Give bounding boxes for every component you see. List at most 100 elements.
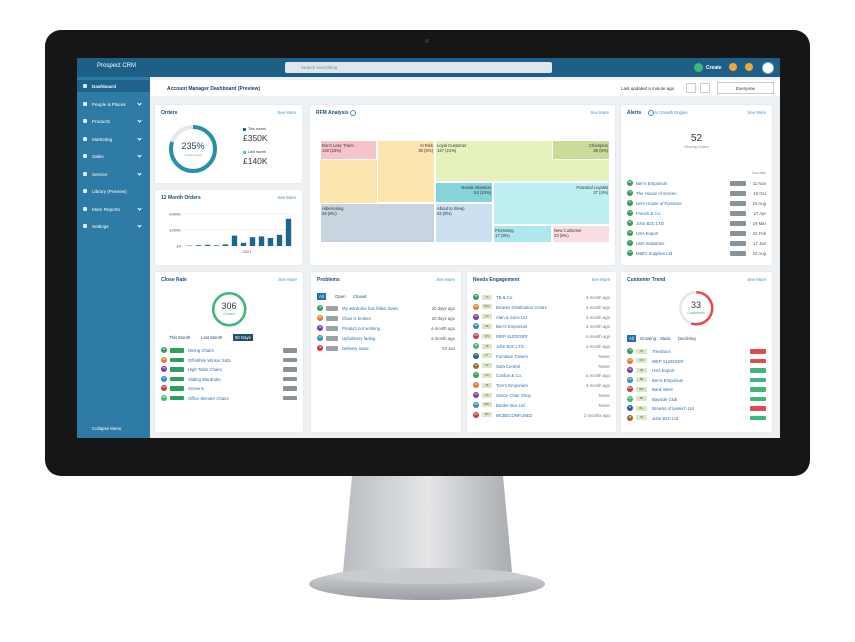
customer-name[interactable]: Bayside Club [652, 396, 678, 402]
customer-name[interactable]: TreeDocs [652, 349, 671, 354]
avatar: BB [473, 401, 479, 408]
user-avatar[interactable] [762, 62, 774, 74]
customer-name[interactable]: Browns of Ipswich Ltd [652, 406, 694, 411]
alert-name[interactable]: John B2C LTD [636, 221, 664, 226]
customer-name[interactable]: Bank West [652, 387, 673, 392]
problem-text[interactable]: Upholstery fading [342, 336, 376, 341]
avatar: TB [317, 305, 323, 311]
see-more[interactable]: See More [590, 110, 609, 115]
last-updated: Last updated a minute ago [621, 86, 675, 91]
card-title: Needs Engagement [473, 277, 520, 283]
problem-text[interactable]: Product not working [342, 326, 380, 331]
legend-swatch [243, 128, 246, 131]
segment-name: Potential Loyalist [576, 185, 608, 190]
notification-icon[interactable] [729, 63, 737, 71]
customer-name[interactable]: Simon Chair Shop [496, 393, 531, 398]
create-button[interactable]: Create [706, 65, 722, 71]
alert-name[interactable]: Franck & Co. [636, 211, 662, 216]
avatar: BC [627, 395, 633, 402]
alert-name[interactable]: Ben's Emporium [636, 181, 668, 186]
problem-when: 20 days ago [431, 306, 455, 311]
customer-name[interactable]: Ben's Emporium [496, 324, 528, 330]
see-more[interactable]: See More [436, 277, 455, 282]
sidebar-item[interactable]: Products [92, 119, 111, 124]
deal-name[interactable]: High Table Chairs [188, 367, 222, 372]
camera [425, 39, 429, 43]
see-more[interactable]: See More [278, 277, 297, 282]
deal-name[interactable]: Dining Chairs [188, 348, 214, 353]
see-more[interactable]: See More [747, 110, 766, 115]
trend-tab[interactable]: All [627, 335, 636, 342]
problem-text[interactable]: Delivery issue [342, 346, 369, 351]
alert-name[interactable]: LMA Industries [636, 241, 665, 246]
tag: BC [636, 396, 647, 401]
customer-name[interactable]: John B2C Ltd [652, 415, 679, 421]
deal-name[interactable]: Sliding Wardrobe [188, 376, 221, 382]
sidebar-item[interactable]: Settings [92, 224, 109, 229]
avatar: LI [627, 240, 633, 246]
avatar: SC [317, 335, 323, 341]
deal-name[interactable]: Off-White Winsor Sofa [188, 357, 231, 363]
problem-tab[interactable]: Closed [353, 294, 367, 299]
amount-pill [283, 376, 297, 381]
customer-name[interactable]: WEP SLEDGER [652, 358, 684, 364]
alert-name[interactable]: The House of Screen [636, 191, 677, 196]
trend-tab[interactable]: Growing [640, 336, 657, 341]
customer-name[interactable]: Browns Distribution Centre [496, 304, 548, 310]
search-placeholder[interactable]: Search everything [301, 65, 338, 70]
see-more[interactable]: See More [277, 195, 296, 200]
search-box[interactable] [285, 62, 552, 73]
problem-text[interactable]: My wardrobe has fallen down [342, 306, 398, 311]
filter-box[interactable] [717, 82, 774, 94]
period-tab[interactable]: This Month [169, 335, 191, 340]
info-icon [350, 110, 356, 116]
sidebar-item[interactable]: More Reports [92, 207, 120, 212]
sidebar-item[interactable]: Service [92, 172, 108, 177]
customer-name[interactable]: TB & Co. [496, 295, 514, 300]
deal-name[interactable]: Office Slender Chairs [188, 395, 229, 401]
sidebar-item[interactable]: People & Places [92, 102, 126, 107]
customer-name[interactable]: Cordon & Co. [496, 373, 523, 379]
status-pill [170, 357, 184, 362]
customer-name[interactable]: USA Export [652, 368, 675, 373]
sidebar-item[interactable]: Sales [92, 154, 104, 159]
see-more[interactable]: See More [747, 277, 766, 282]
customer-name[interactable]: Border Box Ltd [496, 402, 525, 408]
customer-name[interactable]: John B2C LTD [496, 344, 524, 349]
collapse-menu[interactable]: Collapse Menu [92, 426, 122, 431]
trend-tab[interactable]: Static [660, 336, 671, 341]
problem-tab[interactable]: Open [335, 294, 346, 299]
period-tab[interactable]: Last Month [201, 335, 223, 340]
customer-name[interactable]: Furniture Towers [496, 353, 528, 359]
period-tab[interactable]: 90 Days [233, 334, 253, 341]
customer-name[interactable]: Tom's Emporium [496, 383, 528, 389]
customer-name[interactable]: Sofa Central [496, 363, 520, 369]
help-icon[interactable] [745, 63, 753, 71]
app-name[interactable]: Prospect CRM [97, 63, 137, 69]
refresh-button[interactable] [686, 83, 696, 93]
customer-name[interactable]: Alan & Sons Ltd [496, 314, 527, 320]
alert-name[interactable]: Ian's House of Furniture [636, 201, 682, 206]
ai-link[interactable]: AI Growth Engine [654, 110, 688, 115]
sidebar-item[interactable]: Marketing [92, 137, 113, 142]
alert-name[interactable]: USA Export [636, 231, 659, 236]
tag: BE [636, 377, 647, 382]
problem-tab[interactable]: All [317, 293, 326, 300]
sidebar-item[interactable]: Library (Preview) [92, 189, 127, 194]
create-icon[interactable] [694, 63, 703, 72]
sidebar-item[interactable]: Dashboard [92, 84, 116, 89]
trend-tab[interactable]: Declining [678, 336, 696, 341]
avatar: BE [161, 394, 167, 401]
problem-text[interactable]: Chair is broken [342, 316, 371, 321]
customer-name[interactable]: Ben's Emporium [652, 377, 684, 383]
customer-name[interactable]: WEP SLEDGER [496, 334, 528, 340]
settings-button[interactable] [700, 83, 710, 93]
see-more[interactable]: See More [277, 110, 296, 115]
tag: BIL [636, 405, 647, 411]
customer-name[interactable]: MCBECONFUSED [496, 412, 533, 418]
alert-name[interactable]: Matt's Supplies Ltd [636, 251, 673, 256]
deal-name[interactable]: Screens [188, 386, 204, 391]
filter-value[interactable]: Everyone [736, 86, 756, 91]
see-more[interactable]: See More [591, 277, 610, 282]
avatar: BE [317, 315, 323, 321]
